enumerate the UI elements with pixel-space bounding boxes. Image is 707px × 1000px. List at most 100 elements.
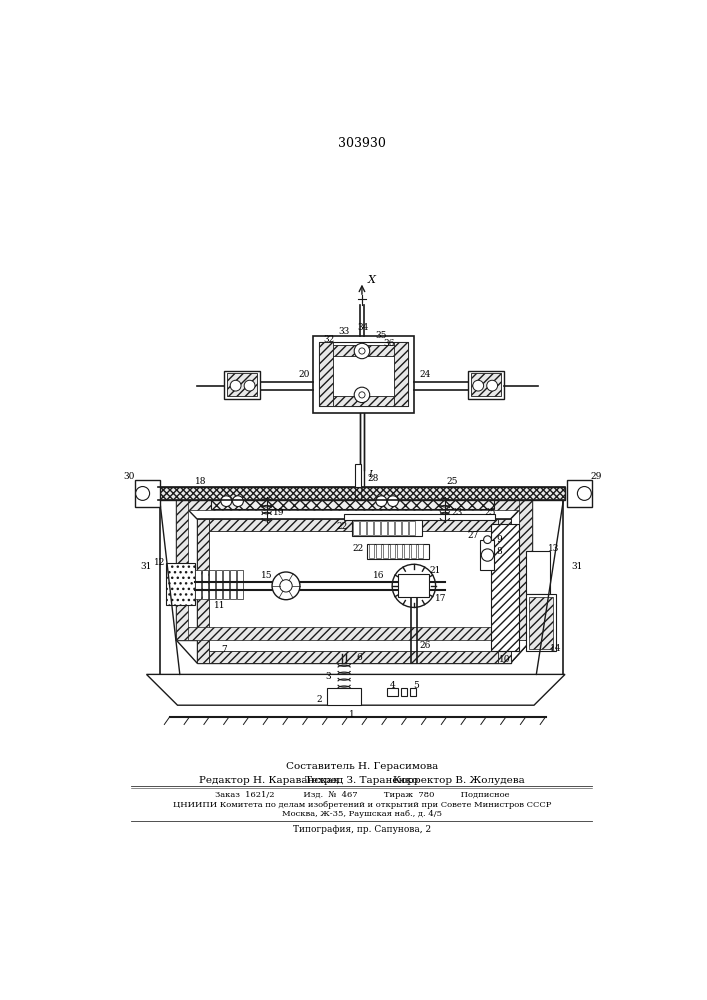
- Circle shape: [354, 343, 370, 359]
- Text: 35: 35: [375, 331, 387, 340]
- Bar: [480, 540, 493, 570]
- Text: 25: 25: [447, 477, 458, 486]
- Text: 18: 18: [195, 477, 206, 486]
- Bar: [197, 651, 510, 663]
- Text: 303930: 303930: [338, 137, 386, 150]
- Bar: [418, 544, 423, 558]
- Text: 20: 20: [298, 370, 310, 379]
- Bar: [320, 396, 408, 406]
- Bar: [383, 544, 388, 558]
- Polygon shape: [176, 640, 532, 663]
- Bar: [224, 371, 259, 399]
- Text: 34: 34: [358, 323, 369, 332]
- Text: Заказ  1621/2           Изд.  №  467          Тираж  780          Подписное: Заказ 1621/2 Изд. № 467 Тираж 780 Подпис…: [215, 791, 509, 799]
- Bar: [397, 544, 402, 558]
- Bar: [227, 373, 257, 396]
- Text: 1: 1: [349, 710, 355, 719]
- Bar: [320, 345, 408, 356]
- Bar: [401, 688, 407, 696]
- Bar: [335, 654, 354, 661]
- Bar: [344, 514, 495, 520]
- Circle shape: [136, 487, 150, 500]
- Circle shape: [486, 380, 498, 391]
- Polygon shape: [146, 674, 565, 705]
- Circle shape: [221, 496, 232, 507]
- Bar: [230, 570, 235, 599]
- Text: 7: 7: [221, 645, 227, 654]
- Text: 22: 22: [353, 544, 363, 553]
- Circle shape: [230, 380, 241, 391]
- Bar: [320, 342, 333, 406]
- Bar: [368, 544, 429, 559]
- Text: 28: 28: [368, 474, 379, 483]
- Text: 9: 9: [496, 535, 502, 544]
- Text: 21: 21: [430, 566, 441, 575]
- Bar: [352, 520, 421, 536]
- Bar: [368, 521, 373, 535]
- Bar: [197, 519, 209, 663]
- Bar: [202, 570, 208, 599]
- Bar: [388, 521, 394, 535]
- Bar: [361, 521, 366, 535]
- Text: X: X: [368, 275, 375, 285]
- Bar: [237, 570, 243, 599]
- Bar: [526, 551, 549, 594]
- Bar: [166, 563, 195, 605]
- Polygon shape: [519, 497, 532, 640]
- Circle shape: [481, 549, 493, 561]
- Circle shape: [233, 496, 243, 507]
- Text: 22: 22: [336, 522, 347, 531]
- Bar: [376, 544, 381, 558]
- Polygon shape: [176, 497, 532, 640]
- Circle shape: [387, 496, 398, 507]
- Circle shape: [376, 496, 387, 507]
- Circle shape: [244, 380, 255, 391]
- Text: 29: 29: [590, 472, 602, 481]
- Circle shape: [359, 348, 365, 354]
- Text: ЦНИИПИ Комитета по делам изобретений и открытий при Совете Министров СССР: ЦНИИПИ Комитета по делам изобретений и о…: [173, 801, 551, 809]
- Text: Составитель Н. Герасимова: Составитель Н. Герасимова: [286, 762, 438, 771]
- Circle shape: [280, 580, 292, 592]
- Text: 31: 31: [141, 562, 152, 571]
- Text: 26: 26: [420, 641, 431, 650]
- Bar: [472, 373, 501, 396]
- Text: 33: 33: [339, 327, 350, 336]
- Bar: [197, 519, 510, 531]
- Bar: [387, 688, 397, 696]
- Bar: [211, 493, 493, 509]
- Bar: [223, 570, 228, 599]
- Circle shape: [272, 572, 300, 600]
- Text: 10: 10: [499, 654, 510, 664]
- Text: 3: 3: [326, 672, 332, 681]
- Bar: [327, 688, 361, 705]
- Text: 32: 32: [323, 335, 334, 344]
- Bar: [468, 371, 504, 399]
- Text: 2: 2: [317, 695, 322, 704]
- Bar: [381, 521, 387, 535]
- Text: 27: 27: [467, 531, 479, 540]
- Circle shape: [406, 578, 421, 594]
- Polygon shape: [176, 627, 532, 640]
- Bar: [410, 688, 416, 696]
- Bar: [374, 521, 380, 535]
- Bar: [526, 594, 556, 651]
- Text: 6: 6: [357, 653, 363, 662]
- Polygon shape: [176, 497, 188, 640]
- Text: Корректор В. Жолудева: Корректор В. Жолудева: [393, 776, 525, 785]
- Text: 4: 4: [390, 681, 395, 690]
- Text: Москва, Ж-35, Раушская наб., д. 4/5: Москва, Ж-35, Раушская наб., д. 4/5: [282, 810, 442, 818]
- Bar: [394, 342, 408, 406]
- Bar: [567, 480, 592, 507]
- Bar: [355, 464, 361, 487]
- Bar: [320, 342, 408, 406]
- Text: 30: 30: [123, 472, 134, 481]
- Bar: [498, 519, 510, 663]
- Text: 13: 13: [548, 544, 559, 553]
- Text: 15: 15: [261, 571, 272, 580]
- Text: 17: 17: [436, 594, 447, 603]
- Text: 11: 11: [214, 601, 226, 610]
- Bar: [491, 524, 518, 651]
- Bar: [529, 597, 554, 649]
- Bar: [398, 574, 429, 597]
- Circle shape: [473, 380, 484, 391]
